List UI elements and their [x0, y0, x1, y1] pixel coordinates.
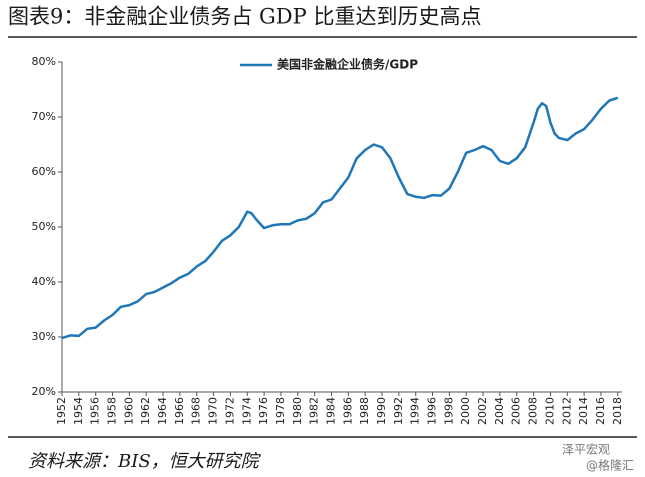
x-tick-label: 1968	[190, 397, 203, 425]
x-tick-label: 1970	[207, 397, 220, 425]
x-tick-label: 2004	[493, 397, 506, 425]
x-tick-label: 1980	[291, 397, 304, 425]
y-tick-label: 30%	[32, 330, 56, 343]
watermark: @格隆汇	[586, 458, 634, 473]
chart-title: 图表9：非金融企业债务占 GDP 比重达到历史高点	[8, 5, 481, 29]
x-tick-label: 2002	[476, 397, 489, 425]
x-tick-label: 1964	[156, 397, 169, 425]
y-tick-label: 80%	[32, 55, 56, 68]
x-tick-label: 1986	[341, 397, 354, 425]
x-tick-label: 1994	[409, 397, 422, 425]
watermark: 泽平宏观	[562, 442, 610, 457]
y-tick-label: 20%	[32, 385, 56, 398]
x-tick-label: 1966	[173, 397, 186, 425]
x-tick-label: 1956	[89, 397, 102, 425]
y-tick-label: 50%	[32, 220, 56, 233]
x-tick-label: 1954	[72, 397, 85, 425]
x-tick-label: 1992	[392, 397, 405, 425]
x-tick-label: 2008	[527, 397, 540, 425]
line	[61, 96, 619, 340]
x-tick-label: 1952	[55, 397, 68, 425]
x-tick-label: 1978	[274, 397, 287, 425]
x-tick-label: 2000	[459, 397, 472, 425]
x-tick-label: 2010	[543, 397, 556, 425]
legend-label: 美国非金融企业债务/GDP	[277, 57, 418, 72]
y-tick-label: 60%	[32, 165, 56, 178]
x-tick-label: 1962	[139, 397, 152, 425]
x-tick-label: 1998	[442, 397, 455, 425]
x-tick-label: 1984	[324, 397, 337, 425]
x-tick-label: 2012	[560, 397, 573, 425]
x-tick-label: 2018	[611, 397, 624, 425]
source: 资料来源：BIS，恒大研究院	[28, 451, 262, 472]
x-tick-label: 1982	[308, 397, 321, 425]
x-tick-label: 2006	[510, 397, 523, 425]
y-tick-label: 40%	[32, 275, 56, 288]
x-tick-label: 1988	[358, 397, 371, 425]
x-tick-label: 1976	[257, 397, 270, 425]
x-tick-label: 2016	[594, 397, 607, 425]
x-tick-label: 1990	[375, 397, 388, 425]
x-tick-label: 1958	[106, 397, 119, 425]
y-tick-label: 70%	[32, 110, 56, 123]
x-tick-label: 1960	[122, 397, 135, 425]
x-tick-label: 2014	[577, 397, 590, 425]
x-tick-label: 1974	[240, 397, 253, 425]
x-tick-label: 1996	[426, 397, 439, 425]
x-tick-label: 1972	[223, 397, 236, 425]
